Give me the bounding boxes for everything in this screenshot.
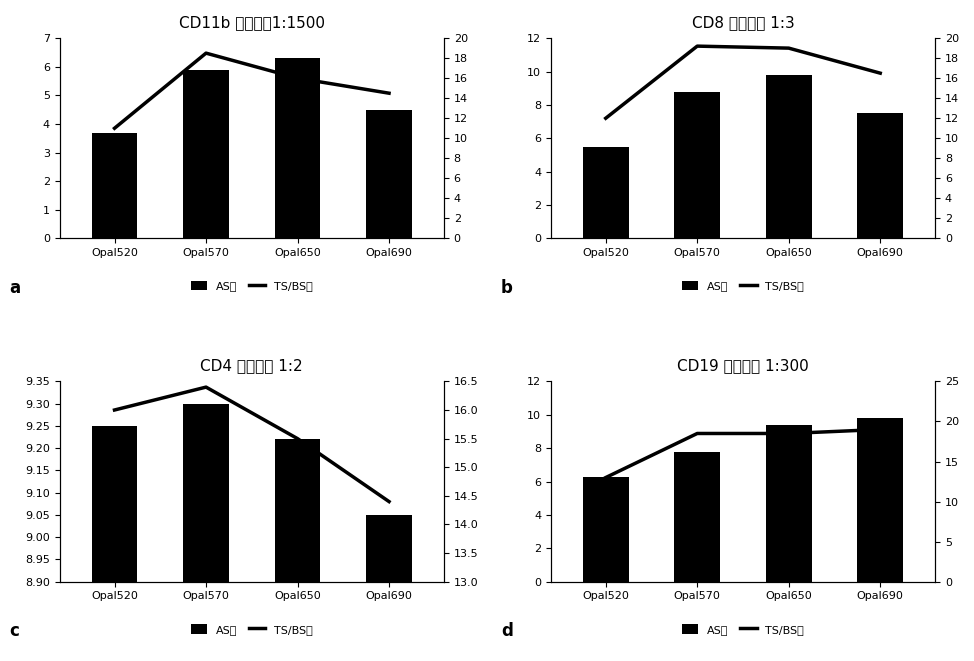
- Text: d: d: [501, 622, 512, 640]
- Legend: AS値, TS/BS値: AS値, TS/BS値: [677, 619, 808, 639]
- Bar: [183, 404, 229, 661]
- Bar: [582, 147, 628, 239]
- Bar: [183, 69, 229, 239]
- Legend: AS値, TS/BS値: AS値, TS/BS値: [677, 276, 808, 295]
- Bar: [92, 133, 137, 239]
- Text: a: a: [10, 278, 20, 297]
- Bar: [766, 425, 811, 582]
- Bar: [275, 58, 320, 239]
- Bar: [275, 440, 320, 661]
- Bar: [766, 75, 811, 239]
- Bar: [366, 110, 412, 239]
- Text: b: b: [501, 278, 512, 297]
- Legend: AS値, TS/BS値: AS値, TS/BS値: [186, 619, 318, 639]
- Bar: [857, 418, 903, 582]
- Title: CD19 碱性高压 1:300: CD19 碱性高压 1:300: [677, 358, 808, 373]
- Bar: [857, 113, 903, 239]
- Bar: [674, 451, 720, 582]
- Bar: [582, 477, 628, 582]
- Title: CD11b 酸性微批1:1500: CD11b 酸性微批1:1500: [179, 15, 324, 30]
- Title: CD8 碱性高压 1:3: CD8 碱性高压 1:3: [692, 15, 795, 30]
- Bar: [92, 426, 137, 661]
- Legend: AS値, TS/BS値: AS値, TS/BS値: [186, 276, 318, 295]
- Bar: [674, 91, 720, 239]
- Text: c: c: [10, 622, 19, 640]
- Bar: [366, 515, 412, 661]
- Title: CD4 碱性高压 1:2: CD4 碱性高压 1:2: [201, 358, 303, 373]
